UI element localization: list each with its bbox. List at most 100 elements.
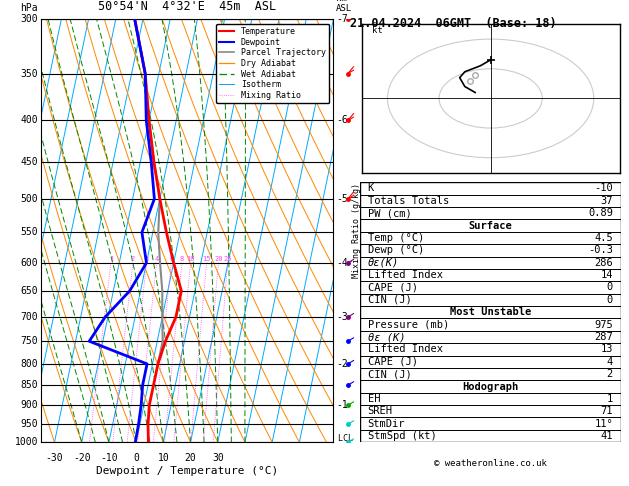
Text: SREH: SREH	[367, 406, 392, 417]
Text: 21.04.2024  06GMT  (Base: 18): 21.04.2024 06GMT (Base: 18)	[350, 17, 556, 30]
Text: 3: 3	[145, 256, 148, 261]
Text: 71: 71	[601, 406, 613, 417]
Text: θε(K): θε(K)	[367, 258, 399, 268]
Text: 37: 37	[601, 196, 613, 206]
Text: -20: -20	[73, 453, 91, 463]
Text: 30: 30	[212, 453, 224, 463]
Bar	[360, 281, 621, 294]
Text: Hodograph: Hodograph	[462, 382, 518, 392]
Text: 20: 20	[214, 256, 223, 261]
Text: Most Unstable: Most Unstable	[450, 307, 531, 317]
Text: -30: -30	[46, 453, 64, 463]
Text: 14: 14	[601, 270, 613, 280]
Text: 2: 2	[607, 369, 613, 379]
Text: 650: 650	[20, 286, 38, 296]
Text: 900: 900	[20, 400, 38, 410]
Text: -4: -4	[337, 258, 348, 268]
Text: 8: 8	[180, 256, 184, 261]
Text: 10: 10	[186, 256, 195, 261]
Text: 1: 1	[109, 256, 113, 261]
Text: -2: -2	[337, 359, 348, 369]
Text: 750: 750	[20, 336, 38, 346]
Bar	[360, 219, 621, 232]
Text: -7: -7	[337, 15, 348, 24]
Text: © weatheronline.co.uk: © weatheronline.co.uk	[434, 459, 547, 469]
Text: 0: 0	[607, 295, 613, 305]
Text: -6: -6	[337, 116, 348, 125]
Text: 950: 950	[20, 419, 38, 429]
Text: CIN (J): CIN (J)	[367, 369, 411, 379]
Text: LCL: LCL	[333, 434, 353, 443]
Text: CAPE (J): CAPE (J)	[367, 357, 418, 367]
Text: 400: 400	[20, 116, 38, 125]
Bar	[360, 207, 621, 219]
Text: 0: 0	[133, 453, 139, 463]
Bar	[360, 194, 621, 207]
Bar	[360, 368, 621, 381]
Text: 450: 450	[20, 157, 38, 167]
Text: 20: 20	[185, 453, 196, 463]
Text: -5: -5	[337, 194, 348, 204]
Text: 500: 500	[20, 194, 38, 204]
Text: kt: kt	[372, 26, 382, 35]
Bar	[360, 430, 621, 442]
Text: Surface: Surface	[469, 221, 512, 230]
Text: 10: 10	[157, 453, 169, 463]
Text: 975: 975	[594, 320, 613, 330]
Text: -0.3: -0.3	[588, 245, 613, 255]
Text: 2: 2	[131, 256, 135, 261]
Text: StmSpd (kt): StmSpd (kt)	[367, 431, 437, 441]
Text: EH: EH	[367, 394, 380, 404]
Text: CAPE (J): CAPE (J)	[367, 282, 418, 293]
Bar	[360, 393, 621, 405]
Bar	[360, 318, 621, 331]
Bar	[360, 269, 621, 281]
Text: 350: 350	[20, 69, 38, 79]
Text: 1000: 1000	[14, 437, 38, 447]
Legend: Temperature, Dewpoint, Parcel Trajectory, Dry Adiabat, Wet Adiabat, Isotherm, Mi: Temperature, Dewpoint, Parcel Trajectory…	[216, 24, 329, 103]
Text: 0.89: 0.89	[588, 208, 613, 218]
Text: hPa: hPa	[20, 3, 38, 13]
Text: 287: 287	[594, 332, 613, 342]
Text: Temp (°C): Temp (°C)	[367, 233, 424, 243]
Bar	[360, 405, 621, 417]
Bar	[360, 343, 621, 356]
Text: Lifted Index: Lifted Index	[367, 345, 443, 354]
Bar	[360, 356, 621, 368]
Text: -3: -3	[337, 312, 348, 322]
Text: 800: 800	[20, 359, 38, 369]
Text: km
ASL: km ASL	[337, 0, 352, 13]
Bar	[360, 381, 621, 393]
Bar	[360, 257, 621, 269]
Text: 6: 6	[169, 256, 174, 261]
Text: 13: 13	[601, 345, 613, 354]
Text: 4: 4	[155, 256, 159, 261]
Text: 41: 41	[601, 431, 613, 441]
Bar	[360, 244, 621, 257]
Text: K: K	[367, 183, 374, 193]
Text: Dewpoint / Temperature (°C): Dewpoint / Temperature (°C)	[96, 466, 278, 475]
Bar	[360, 294, 621, 306]
Text: 850: 850	[20, 380, 38, 390]
Text: CIN (J): CIN (J)	[367, 295, 411, 305]
Text: 600: 600	[20, 258, 38, 268]
Text: 50°54'N  4°32'E  45m  ASL: 50°54'N 4°32'E 45m ASL	[98, 0, 276, 13]
Bar	[360, 182, 621, 194]
Text: StmDir: StmDir	[367, 418, 405, 429]
Text: 0: 0	[607, 282, 613, 293]
Text: 11°: 11°	[594, 418, 613, 429]
Text: 286: 286	[594, 258, 613, 268]
Text: 1: 1	[607, 394, 613, 404]
Text: -10: -10	[100, 453, 118, 463]
Text: Mixing Ratio (g/kg): Mixing Ratio (g/kg)	[352, 183, 361, 278]
Text: -10: -10	[594, 183, 613, 193]
Text: 25: 25	[223, 256, 232, 261]
Text: 700: 700	[20, 312, 38, 322]
Text: Pressure (mb): Pressure (mb)	[367, 320, 449, 330]
Bar	[360, 306, 621, 318]
Bar	[360, 232, 621, 244]
Text: 4.5: 4.5	[594, 233, 613, 243]
Bar	[360, 331, 621, 343]
Bar	[360, 417, 621, 430]
Text: Lifted Index: Lifted Index	[367, 270, 443, 280]
